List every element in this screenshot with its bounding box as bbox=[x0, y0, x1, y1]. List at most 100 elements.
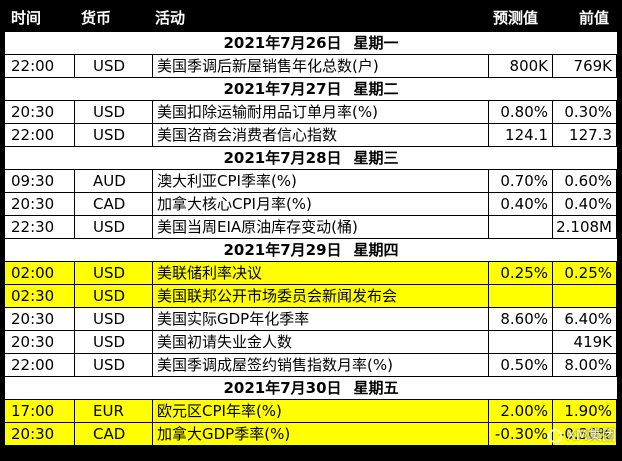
cell-forecast: 8.60% bbox=[489, 308, 553, 330]
cell-time: 22:00 bbox=[5, 354, 75, 376]
cell-event: 美国初请失业金人数 bbox=[153, 331, 489, 353]
cell-forecast: 2.00% bbox=[489, 400, 553, 422]
watermark-text: XM集团 bbox=[566, 428, 616, 444]
cell-forecast: 0.40% bbox=[489, 193, 553, 215]
cell-time: 02:00 bbox=[5, 262, 75, 284]
date-label: 2021年7月28日 bbox=[223, 149, 342, 167]
cell-event: 美国扣除运输耐用品订单月率(%) bbox=[153, 101, 489, 123]
table-row: 22:30 USD 美国当周EIA原油库存变动(桶) 2.108M bbox=[5, 216, 617, 238]
cell-forecast: 0.70% bbox=[489, 170, 553, 192]
cell-currency: USD bbox=[75, 124, 153, 146]
cell-time: 22:30 bbox=[5, 216, 75, 238]
table-row: 20:30 CAD 加拿大核心CPI月率(%) 0.40% 0.40% bbox=[5, 193, 617, 215]
cell-previous bbox=[553, 285, 617, 307]
cell-event: 澳大利亚CPI季率(%) bbox=[153, 170, 489, 192]
cell-forecast: 0.80% bbox=[489, 101, 553, 123]
table-row: 20:30 USD 美国初请失业金人数 419K bbox=[5, 331, 617, 353]
table-row: 20:30 USD 美国实际GDP年化季率 8.60% 6.40% bbox=[5, 308, 617, 330]
date-label: 2021年7月26日 bbox=[223, 34, 342, 52]
cell-previous: 419K bbox=[553, 331, 617, 353]
weekday-label: 星期三 bbox=[353, 149, 399, 167]
cell-time: 20:30 bbox=[5, 423, 75, 445]
table-row: 22:00 USD 美国季调成屋签约销售指数月率(%) 0.50% 8.00% bbox=[5, 354, 617, 376]
cell-time: 20:30 bbox=[5, 193, 75, 215]
cell-time: 02:30 bbox=[5, 285, 75, 307]
cell-event: 美国季调成屋签约销售指数月率(%) bbox=[153, 354, 489, 376]
table-row: 20:30 USD 美国扣除运输耐用品订单月率(%) 0.80% 0.30% bbox=[5, 101, 617, 123]
cell-currency: AUD bbox=[75, 170, 153, 192]
cell-forecast: 0.25% bbox=[489, 262, 553, 284]
cell-previous: 769K bbox=[553, 55, 617, 77]
table-row: 02:30 USD 美国联邦公开市场委员会新闻发布会 bbox=[5, 285, 617, 307]
cell-time: 20:30 bbox=[5, 101, 75, 123]
header-previous: 前值 bbox=[579, 9, 610, 27]
cell-currency: CAD bbox=[75, 423, 153, 445]
cell-currency: EUR bbox=[75, 400, 153, 422]
cell-currency: USD bbox=[75, 101, 153, 123]
cell-previous: -0.30% bbox=[553, 423, 617, 445]
calendar-table: 时间 货币 活动 预测值 前值 2021年7月26日 星期一 22:00 USD 美国季… bbox=[5, 5, 617, 456]
cell-time: 09:30 bbox=[5, 170, 75, 192]
cell-currency: USD bbox=[75, 262, 153, 284]
cell-forecast: 0.50% bbox=[489, 354, 553, 376]
cell-previous: 0.25% bbox=[553, 262, 617, 284]
cell-currency: USD bbox=[75, 216, 153, 238]
cell-forecast: 800K bbox=[489, 55, 553, 77]
weekday-label: 星期一 bbox=[353, 34, 399, 52]
cell-event: 美国咨商会消费者信心指数 bbox=[153, 124, 489, 146]
date-header: 2021年7月29日 星期四 bbox=[5, 239, 617, 261]
cell-currency: USD bbox=[75, 285, 153, 307]
cell-forecast: -0.30% bbox=[489, 423, 553, 445]
table-row: 17:00 EUR 欧元区CPI年率(%) 2.00% 1.90% bbox=[5, 400, 617, 422]
table-row: 22:00 USD 美国咨商会消费者信心指数 124.1 127.3 bbox=[5, 124, 617, 146]
watermark: XM集团 bbox=[548, 425, 616, 445]
cell-currency: USD bbox=[75, 331, 153, 353]
cell-currency: USD bbox=[75, 308, 153, 330]
table-row: 09:30 AUD 澳大利亚CPI季率(%) 0.70% 0.60% bbox=[5, 170, 617, 192]
cell-previous: 127.3 bbox=[553, 124, 617, 146]
cell-previous: 0.30% bbox=[553, 101, 617, 123]
table-row: 02:00 USD 美联储利率决议 0.25% 0.25% bbox=[5, 262, 617, 284]
cell-event: 欧元区CPI年率(%) bbox=[153, 400, 489, 422]
header-forecast: 预测值 bbox=[493, 9, 539, 27]
cell-forecast bbox=[489, 285, 553, 307]
xm-logo-icon bbox=[548, 429, 563, 443]
weekday-label: 星期四 bbox=[353, 241, 399, 259]
cell-previous: 1.90% bbox=[553, 400, 617, 422]
date-header: 2021年7月28日 星期三 bbox=[5, 147, 617, 169]
cell-event: 美国当周EIA原油库存变动(桶) bbox=[153, 216, 489, 238]
cell-event: 美联储利率决议 bbox=[153, 262, 489, 284]
cell-time: 22:00 bbox=[5, 124, 75, 146]
cell-event: 加拿大GDP季率(%) bbox=[153, 423, 489, 445]
date-label: 2021年7月30日 bbox=[223, 379, 342, 397]
header-currency: 货币 bbox=[81, 9, 112, 27]
cell-event: 美国季调后新屋销售年化总数(户) bbox=[153, 55, 489, 77]
date-label: 2021年7月29日 bbox=[223, 241, 342, 259]
cell-forecast: 124.1 bbox=[489, 124, 553, 146]
cell-time: 20:30 bbox=[5, 331, 75, 353]
weekday-label: 星期二 bbox=[353, 80, 399, 98]
cell-forecast bbox=[489, 331, 553, 353]
cell-currency: USD bbox=[75, 55, 153, 77]
date-header: 2021年7月27日 星期二 bbox=[5, 78, 617, 100]
cell-time: 22:00 bbox=[5, 55, 75, 77]
cell-currency: CAD bbox=[75, 193, 153, 215]
table-row: 22:00 USD 美国季调后新屋销售年化总数(户) 800K 769K bbox=[5, 55, 617, 77]
date-header: 2021年7月30日 星期五 bbox=[5, 377, 617, 399]
cell-currency: USD bbox=[75, 354, 153, 376]
cell-previous: 0.60% bbox=[553, 170, 617, 192]
cell-previous: 6.40% bbox=[553, 308, 617, 330]
cell-forecast bbox=[489, 216, 553, 238]
weekday-label: 星期五 bbox=[353, 379, 399, 397]
date-label: 2021年7月27日 bbox=[223, 80, 342, 98]
cell-time: 17:00 bbox=[5, 400, 75, 422]
table-header: 时间 货币 活动 预测值 前值 bbox=[5, 5, 617, 31]
date-header: 2021年7月26日 星期一 bbox=[5, 32, 617, 54]
cell-previous: 0.40% bbox=[553, 193, 617, 215]
table-row: 20:30 CAD 加拿大GDP季率(%) -0.30% -0.30% bbox=[5, 423, 617, 445]
header-time: 时间 bbox=[11, 9, 42, 27]
header-activity: 活动 bbox=[155, 9, 186, 27]
cell-event: 美国实际GDP年化季率 bbox=[153, 308, 489, 330]
cell-previous: 8.00% bbox=[553, 354, 617, 376]
cell-previous: 2.108M bbox=[553, 216, 617, 238]
